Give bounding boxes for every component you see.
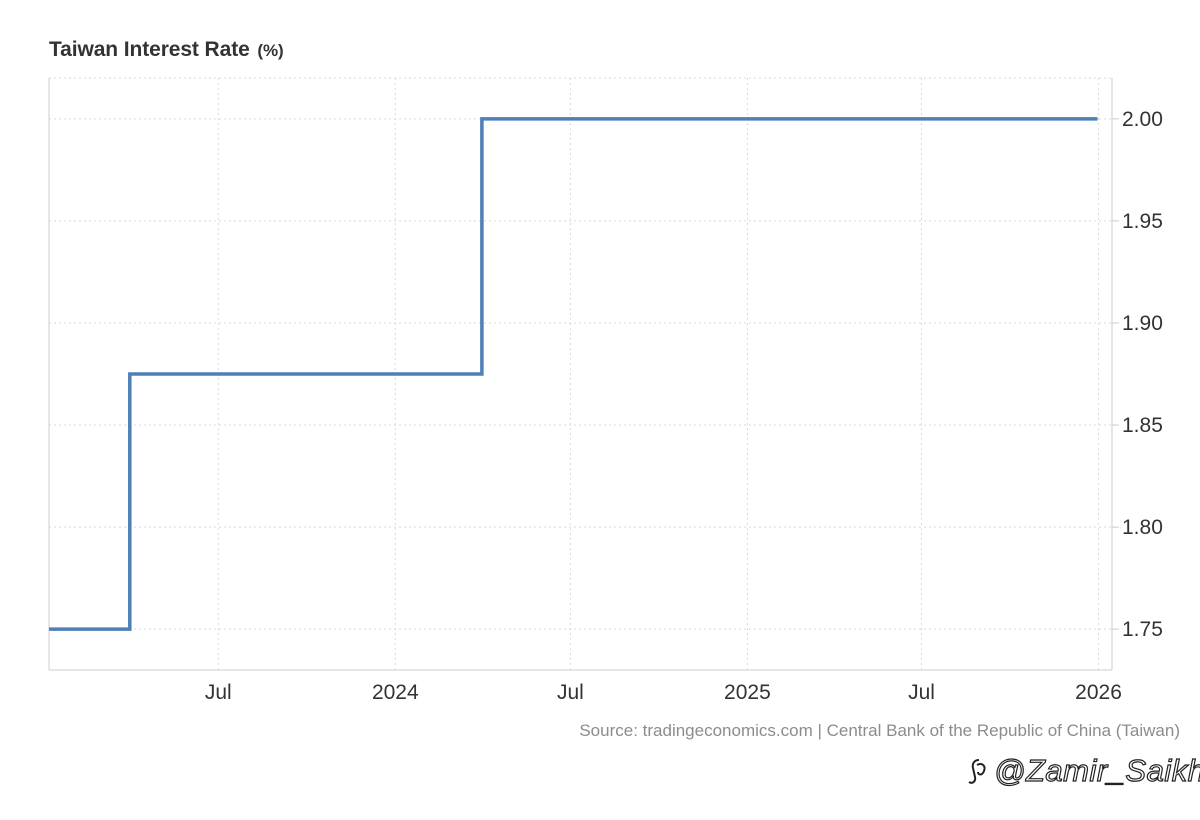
interest-rate-chart: 1.75 1.80 1.85 1.90 1.95 2.00 Jul 2024 Jul 2025 Ju… (48, 77, 1163, 704)
source-attribution: Source: tradingeconomics.com | Central B… (579, 721, 1180, 740)
chart-title-main: Taiwan Interest Rate (49, 38, 250, 61)
y-tick-label: 2.00 (1122, 108, 1163, 131)
x-tick-label: Jul (205, 681, 232, 704)
y-tick-label: 1.90 (1122, 312, 1163, 335)
x-tick-label: Jul (557, 681, 584, 704)
chart-title-unit: (%) (257, 41, 284, 60)
series-line (49, 117, 1098, 631)
chart-title: Taiwan Interest Rate (%) (49, 38, 284, 62)
y-tick-label: 1.85 (1122, 414, 1163, 437)
x-tick-label: Jul (908, 681, 935, 704)
y-tick-label: 1.95 (1122, 210, 1163, 233)
y-tick-label: 1.80 (1122, 516, 1163, 539)
x-tick-label: 2025 (724, 681, 771, 704)
watermark-text: @Zamir_Saikh (993, 752, 1200, 788)
y-tick-label: 1.75 (1122, 618, 1163, 641)
x-tick-label: 2026 (1075, 681, 1122, 704)
watermark-logo-icon (968, 759, 986, 784)
watermark: @Zamir_Saikh (964, 751, 1200, 791)
x-tick-label: 2024 (372, 681, 419, 704)
